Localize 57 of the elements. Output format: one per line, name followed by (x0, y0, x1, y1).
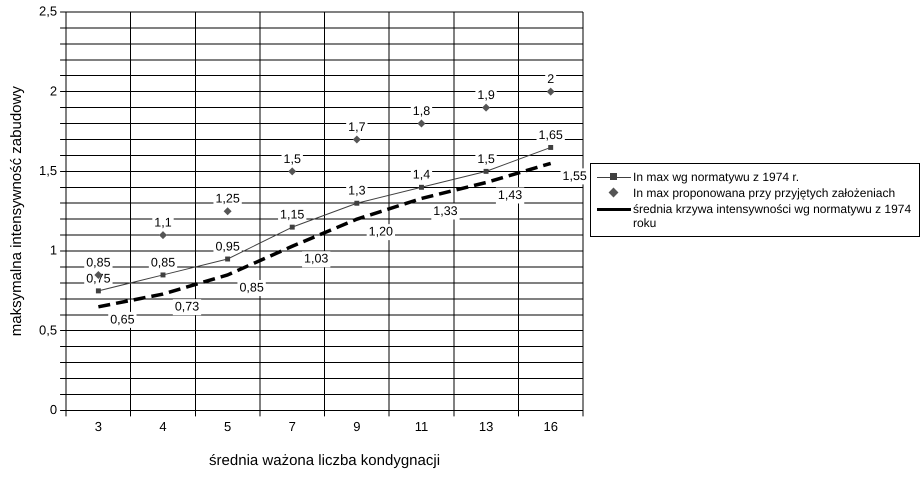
data-label: 1,55 (562, 168, 587, 183)
data-label: 0,65 (110, 312, 135, 326)
x-tick-label: 9 (353, 418, 360, 434)
data-label: 1,3 (348, 184, 366, 198)
point (225, 256, 230, 262)
data-label: 1,5 (477, 152, 495, 166)
data-label: 2 (547, 72, 554, 86)
legend-label: In max wg normatywu z 1974 r. (633, 170, 800, 184)
point (96, 288, 101, 294)
data-label: 1,15 (280, 208, 304, 222)
x-tick-label: 7 (288, 418, 296, 434)
x-tick-label: 5 (224, 418, 232, 434)
x-tick-label: 11 (414, 418, 428, 434)
point (546, 88, 555, 96)
x-tick-label: 16 (543, 418, 558, 434)
point (354, 200, 360, 206)
data-label: 0,73 (174, 300, 200, 314)
data-label: 1,9 (477, 88, 495, 102)
y-tick-label: 2 (50, 83, 58, 98)
data-label: 1,03 (304, 252, 328, 266)
data-label: 1,4 (412, 168, 430, 182)
point (548, 144, 554, 150)
y-tick-label: 0,5 (38, 322, 58, 338)
legend-label: średnia krzywa intensywności wg normatywu z 1974 roku (633, 202, 912, 230)
point (224, 207, 232, 216)
data-label: 0,95 (215, 239, 240, 254)
point (290, 224, 295, 230)
x-tick-label: 3 (94, 418, 102, 434)
data-label: 1,7 (348, 120, 366, 134)
y-axis-title: maksymalna intensywność zabudowy (8, 86, 26, 336)
data-label: 1,65 (538, 128, 563, 142)
data-label: 0,85 (150, 255, 176, 270)
y-tick-label: 1 (50, 242, 58, 258)
point (158, 231, 167, 240)
data-label: 1,8 (412, 104, 430, 118)
y-tick-label: 2,5 (38, 4, 58, 19)
point (288, 167, 296, 176)
data-label: 1,5 (284, 152, 301, 166)
legend-label: In max proponowana przy przyjętych założeniach (633, 186, 896, 200)
data-label: 0,85 (239, 280, 264, 294)
data-label: 0,85 (86, 255, 111, 270)
y-tick-label: 1,5 (38, 162, 58, 178)
point (417, 120, 426, 128)
y-tick-label: 0 (50, 402, 58, 417)
point (160, 272, 166, 278)
data-label: 1,1 (154, 216, 172, 230)
data-label: 1,33 (433, 204, 458, 218)
data-label: 1,25 (215, 192, 240, 206)
x-tick-label: 13 (478, 418, 494, 434)
point (482, 104, 490, 112)
x-axis-title: średnia ważona liczba kondygnacji (209, 452, 440, 470)
point (418, 184, 424, 190)
data-label: 1,20 (368, 224, 394, 239)
point (484, 168, 489, 174)
data-label: 1,43 (498, 188, 522, 202)
x-tick-label: 4 (159, 418, 167, 434)
point (352, 135, 361, 144)
